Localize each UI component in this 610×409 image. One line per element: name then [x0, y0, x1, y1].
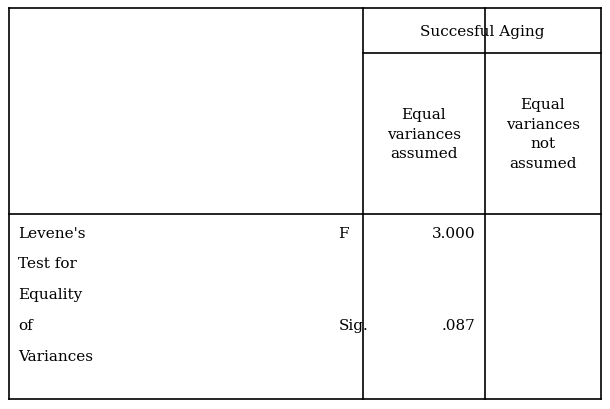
Text: Equal
variances
assumed: Equal variances assumed	[387, 108, 461, 161]
Text: F: F	[339, 226, 349, 240]
Text: Test for: Test for	[18, 257, 77, 271]
Text: of: of	[18, 318, 33, 332]
Text: Equal
variances
not
assumed: Equal variances not assumed	[506, 98, 580, 171]
Text: Equality: Equality	[18, 288, 82, 301]
Text: 3.000: 3.000	[432, 226, 476, 240]
Text: Succesful Aging: Succesful Aging	[420, 25, 544, 38]
Text: Variances: Variances	[18, 349, 93, 363]
Text: Sig.: Sig.	[339, 318, 368, 332]
Text: .087: .087	[442, 318, 476, 332]
Text: Levene's: Levene's	[18, 226, 86, 240]
